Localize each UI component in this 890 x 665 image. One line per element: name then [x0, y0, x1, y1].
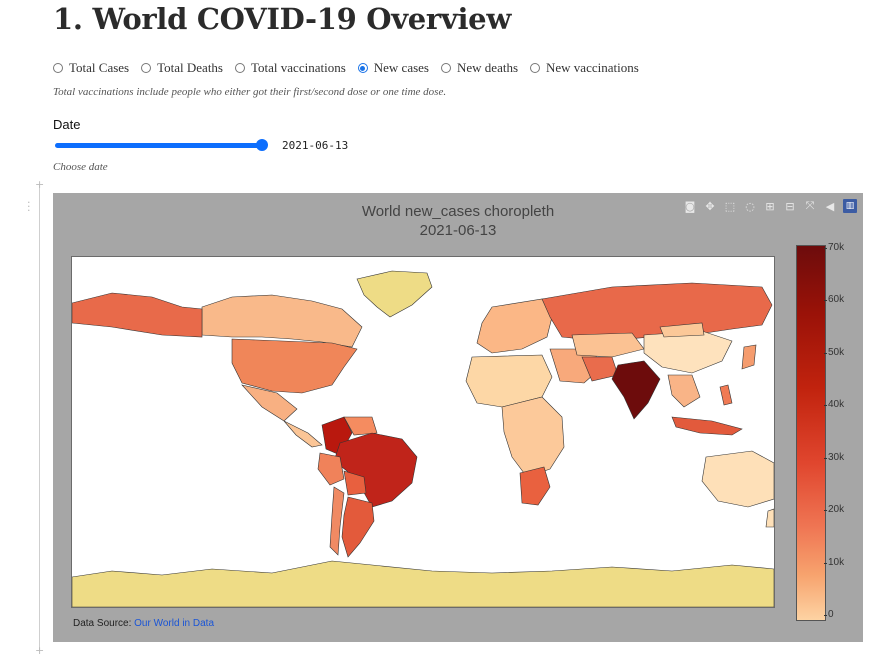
date-value: 2021-06-13 — [282, 139, 349, 152]
country-peru — [317, 452, 345, 486]
colorbar-tick: 50k — [823, 347, 845, 358]
reset-icon[interactable]: ◀ — [825, 199, 835, 213]
slider-thumb[interactable] — [256, 139, 268, 151]
colorbar-tick: 20k — [823, 504, 845, 515]
world-map[interactable] — [71, 256, 775, 608]
radio-total-cases[interactable]: Total Cases — [53, 60, 129, 76]
radio-label: New deaths — [457, 60, 519, 75]
metric-radio-group: Total Cases Total Deaths Total vaccinati… — [53, 60, 651, 76]
country-central-america — [283, 420, 323, 448]
country-mongolia — [659, 322, 705, 338]
choropleth-figure: World new_cases choropleth 2021-06-13 ◙ … — [53, 193, 863, 642]
date-slider[interactable] — [55, 139, 268, 151]
world-map-svg — [71, 257, 775, 608]
country-canada — [201, 294, 363, 348]
figure-title-line1: World new_cases choropleth — [361, 203, 555, 220]
colorbar-tick: 40k — [823, 399, 845, 410]
date-label: Date — [53, 117, 81, 132]
camera-icon[interactable]: ◙ — [684, 199, 696, 213]
country-south-africa — [519, 466, 551, 506]
lasso-icon[interactable]: ◌ — [745, 199, 755, 213]
country-central-africa — [501, 396, 565, 478]
radio-label: New vaccinations — [546, 60, 639, 75]
cell-guide-line — [39, 185, 40, 651]
radio-indicator-selected[interactable] — [357, 63, 368, 73]
country-se-asia — [667, 374, 701, 408]
page-title: 1. World COVID-19 Overview — [53, 2, 511, 36]
box-select-icon[interactable]: ⬚ — [724, 199, 736, 213]
choose-date-hint: Choose date — [53, 161, 108, 173]
colorbar-tick: 60k — [823, 294, 845, 305]
country-india — [611, 360, 661, 420]
data-source: Data Source: Our World in Data — [73, 618, 214, 629]
drag-handle-icon[interactable]: · · · — [27, 196, 31, 217]
radio-label: Total vaccinations — [251, 60, 346, 75]
vaccination-note: Total vaccinations include people who ei… — [53, 86, 447, 98]
figure-title-line2: 2021-06-13 — [419, 222, 497, 239]
autoscale-icon[interactable]: ⤧ — [805, 199, 815, 212]
country-japan — [741, 344, 757, 370]
country-greenland — [356, 270, 433, 318]
colorbar-tick: 30k — [823, 452, 845, 463]
radio-label: New cases — [373, 60, 429, 75]
radio-new-deaths[interactable]: New deaths — [441, 60, 518, 76]
country-usa — [231, 338, 358, 394]
data-source-link[interactable]: Our World in Data — [134, 618, 214, 629]
radio-new-vaccinations[interactable]: New vaccinations — [530, 60, 639, 76]
country-kazakhstan — [571, 332, 645, 358]
radio-indicator[interactable] — [441, 63, 451, 73]
radio-new-cases[interactable]: New cases — [357, 60, 429, 76]
colorbar-tick: 10k — [823, 557, 845, 568]
country-chile — [329, 486, 345, 556]
add-cell-icon[interactable]: + — [35, 644, 45, 657]
radio-label: Total Cases — [69, 60, 130, 75]
radio-indicator[interactable] — [235, 63, 245, 73]
radio-indicator[interactable] — [53, 63, 63, 73]
figure-title: World new_cases choropleth 2021-06-13 — [53, 202, 863, 240]
slider-track[interactable] — [55, 143, 263, 148]
colorbar-tick: 70k — [823, 242, 845, 253]
country-russia — [541, 282, 773, 342]
zoom-out-icon[interactable]: ⊟ — [785, 199, 795, 213]
country-indonesia — [671, 416, 743, 436]
plotly-logo-icon[interactable]: ▥ — [843, 199, 857, 213]
country-china — [643, 330, 733, 374]
country-australia — [701, 450, 775, 508]
radio-indicator[interactable] — [530, 63, 541, 73]
radio-label: Total Deaths — [157, 60, 223, 75]
add-cell-icon[interactable]: + — [35, 178, 45, 191]
country-mexico — [241, 384, 298, 422]
country-brazil — [333, 432, 418, 508]
country-alaska — [71, 292, 203, 338]
pan-icon[interactable]: ✥ — [705, 199, 715, 213]
modebar: ◙ ✥ ⬚ ◌ ⊞ ⊟ ⤧ ◀ ▥ — [683, 199, 857, 213]
country-venezuela — [343, 416, 378, 436]
country-bolivia — [343, 470, 367, 496]
zoom-in-icon[interactable]: ⊞ — [765, 199, 775, 213]
colorbar — [796, 245, 826, 621]
radio-total-deaths[interactable]: Total Deaths — [141, 60, 223, 76]
radio-indicator[interactable] — [141, 63, 152, 73]
country-philippines — [719, 384, 733, 406]
radio-total-vaccinations[interactable]: Total vaccinations — [235, 60, 346, 76]
colorbar-tick: 0 — [824, 609, 834, 620]
country-argentina — [341, 496, 375, 558]
data-source-prefix: Data Source: — [73, 618, 135, 629]
